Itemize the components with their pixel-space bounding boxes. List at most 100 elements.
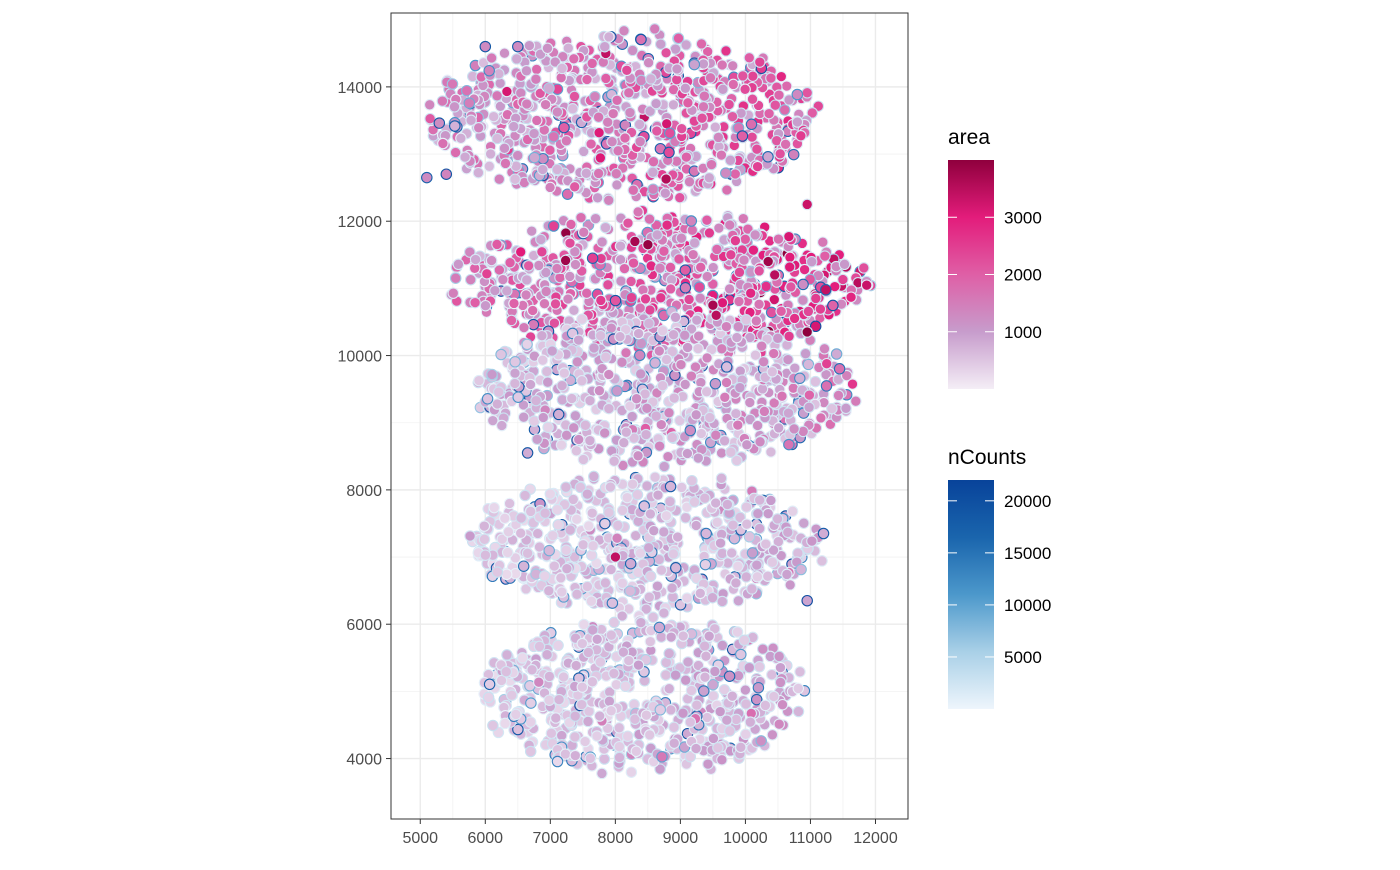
data-point <box>699 492 711 504</box>
data-point <box>567 493 580 506</box>
data-point <box>543 670 556 683</box>
data-point <box>581 580 594 593</box>
data-point <box>536 163 549 176</box>
data-point <box>779 138 792 151</box>
data-point <box>799 347 812 360</box>
data-point <box>548 560 561 572</box>
data-point <box>685 370 698 382</box>
data-point <box>568 304 580 317</box>
data-point <box>741 518 753 530</box>
data-point <box>624 400 636 412</box>
data-point <box>655 631 668 643</box>
data-point <box>509 367 521 379</box>
data-point <box>668 392 680 404</box>
data-point <box>703 227 716 239</box>
data-point <box>655 418 668 431</box>
data-point <box>782 526 794 539</box>
data-point <box>744 396 756 409</box>
data-point <box>658 245 670 257</box>
data-point <box>619 119 632 131</box>
data-point <box>690 519 702 532</box>
data-point <box>588 470 600 483</box>
data-point <box>816 555 828 567</box>
data-point <box>599 221 612 234</box>
data-point <box>716 639 729 652</box>
data-point <box>715 472 728 485</box>
data-point <box>461 84 473 97</box>
data-point <box>734 381 746 394</box>
data-point <box>650 97 662 110</box>
data-point <box>734 511 746 524</box>
data-point <box>699 558 712 571</box>
data-point <box>596 236 608 248</box>
data-point <box>582 715 594 728</box>
data-point <box>837 273 849 286</box>
data-point <box>616 577 629 590</box>
data-point <box>774 676 787 689</box>
data-point <box>496 533 508 545</box>
data-point <box>819 250 831 262</box>
data-point <box>592 167 605 180</box>
data-point <box>564 374 577 387</box>
data-point <box>560 135 573 147</box>
data-point <box>512 40 524 53</box>
data-point <box>629 529 642 542</box>
data-point <box>766 729 779 741</box>
data-point <box>691 314 703 326</box>
data-point <box>757 356 770 368</box>
data-point <box>635 337 648 350</box>
data-point <box>602 279 614 291</box>
data-point <box>660 173 672 185</box>
data-point <box>740 501 753 513</box>
data-point <box>552 639 564 652</box>
data-point <box>619 680 632 693</box>
data-point <box>769 99 782 111</box>
data-point <box>773 718 785 730</box>
data-point <box>784 251 796 264</box>
data-point <box>669 311 682 324</box>
data-point <box>483 160 496 173</box>
data-point <box>594 329 607 342</box>
data-point <box>729 168 742 180</box>
data-point <box>805 255 818 268</box>
data-point <box>840 402 852 415</box>
data-point <box>788 312 801 325</box>
legend-tick-label: 5000 <box>1004 648 1042 667</box>
data-point <box>669 43 682 55</box>
data-point <box>679 282 692 294</box>
data-point <box>707 690 720 702</box>
data-point <box>656 379 669 392</box>
data-point <box>700 527 712 540</box>
data-point <box>585 595 598 607</box>
data-point <box>488 501 500 514</box>
data-point <box>699 671 711 683</box>
data-point <box>703 630 715 642</box>
data-point <box>446 78 459 90</box>
data-point <box>572 334 585 346</box>
x-tick-label: 12000 <box>853 830 898 847</box>
data-point <box>651 229 663 241</box>
data-point <box>491 566 504 578</box>
data-point <box>600 72 612 85</box>
data-point <box>536 329 548 342</box>
x-tick-label: 7000 <box>533 830 569 847</box>
data-point <box>757 643 769 655</box>
data-point <box>697 101 710 113</box>
data-point <box>665 704 677 716</box>
data-point <box>514 246 527 258</box>
data-point <box>464 530 476 542</box>
data-point <box>556 62 568 75</box>
data-point <box>654 262 666 274</box>
data-point <box>694 261 707 274</box>
data-point <box>591 730 603 742</box>
data-point <box>640 428 652 441</box>
data-point <box>696 112 708 124</box>
data-point <box>587 540 599 552</box>
data-point <box>483 678 496 691</box>
data-point <box>500 568 513 581</box>
data-point <box>683 176 696 188</box>
data-point <box>599 577 612 589</box>
data-point <box>797 278 809 291</box>
data-point <box>762 151 774 163</box>
data-point <box>731 331 743 344</box>
